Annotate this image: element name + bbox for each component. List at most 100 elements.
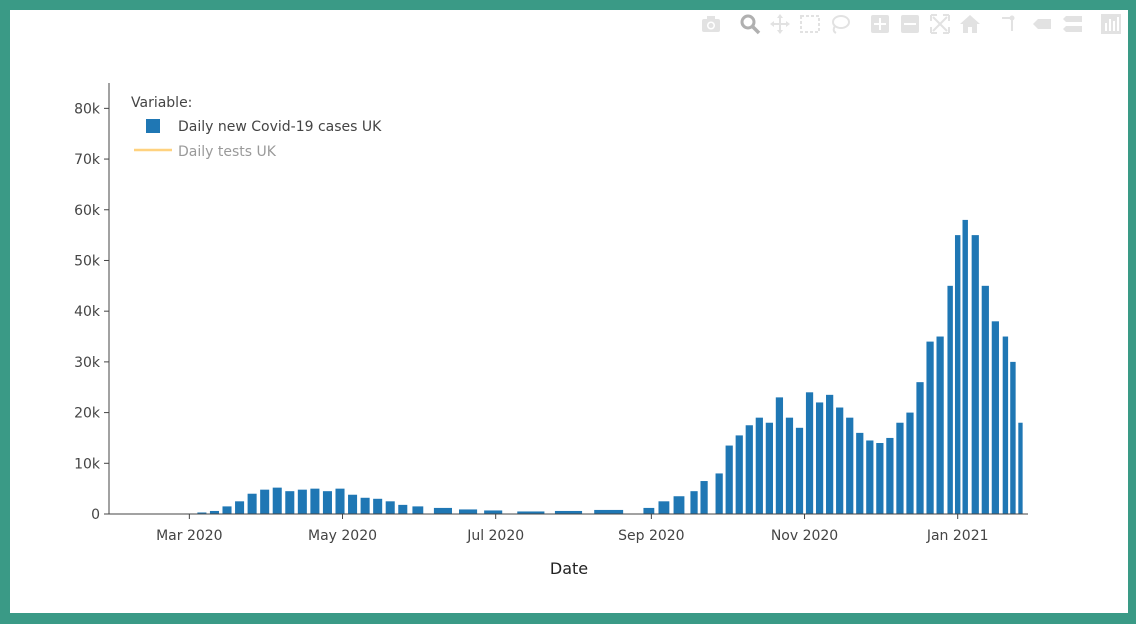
zoom-out-icon[interactable] bbox=[898, 12, 922, 36]
bar-daily-cases[interactable] bbox=[1002, 336, 1009, 514]
bar-daily-cases[interactable] bbox=[971, 235, 979, 514]
bar-daily-cases[interactable] bbox=[222, 506, 232, 514]
bar-daily-cases[interactable] bbox=[594, 509, 624, 514]
lasso-select-icon[interactable] bbox=[828, 12, 852, 36]
y-axis-ticks: 0 10k 20k 30k 40k 50k 60k 70k 80k bbox=[74, 101, 109, 523]
bar-series bbox=[184, 219, 1023, 514]
zoom-in-icon[interactable] bbox=[868, 12, 892, 36]
bar-daily-cases[interactable] bbox=[906, 412, 914, 514]
bar-daily-cases[interactable] bbox=[876, 443, 884, 514]
bar-daily-cases[interactable] bbox=[755, 417, 763, 514]
bar-daily-cases[interactable] bbox=[260, 489, 270, 514]
bar-daily-cases[interactable] bbox=[285, 491, 295, 514]
bar-daily-cases[interactable] bbox=[926, 341, 934, 514]
bar-daily-cases[interactable] bbox=[836, 407, 844, 514]
bar-daily-cases[interactable] bbox=[725, 445, 733, 514]
bar-daily-cases[interactable] bbox=[866, 440, 874, 514]
y-tick-label: 0 bbox=[91, 507, 100, 523]
camera-icon[interactable] bbox=[699, 12, 723, 36]
bar-daily-cases[interactable] bbox=[335, 488, 345, 514]
bar-daily-cases[interactable] bbox=[916, 382, 924, 514]
x-axis-title: Date bbox=[550, 559, 588, 578]
bar-daily-cases[interactable] bbox=[826, 394, 834, 514]
bar-daily-cases[interactable] bbox=[348, 494, 358, 514]
bar-daily-cases[interactable] bbox=[962, 219, 968, 514]
x-tick-label: Mar 2020 bbox=[156, 528, 223, 544]
y-tick-label: 50k bbox=[74, 253, 101, 269]
bar-daily-cases[interactable] bbox=[805, 392, 814, 514]
bar-daily-cases[interactable] bbox=[981, 285, 989, 514]
bar-daily-cases[interactable] bbox=[936, 336, 944, 514]
bar-daily-cases[interactable] bbox=[846, 417, 854, 514]
legend-title: Variable: bbox=[131, 95, 192, 111]
bar-daily-cases[interactable] bbox=[459, 509, 478, 514]
y-tick-label: 30k bbox=[74, 355, 101, 371]
hover-compare-icon[interactable] bbox=[1060, 12, 1084, 36]
bar-daily-cases[interactable] bbox=[247, 493, 257, 514]
x-axis-ticks: Mar 2020 May 2020 Jul 2020 Sep 2020 Nov 2020… bbox=[156, 514, 989, 544]
bar-daily-cases[interactable] bbox=[658, 501, 670, 514]
bar-daily-cases[interactable] bbox=[673, 496, 685, 514]
legend-item-tests[interactable]: Daily tests UK bbox=[134, 144, 277, 160]
bar-daily-cases[interactable] bbox=[991, 321, 999, 514]
autoscale-icon[interactable] bbox=[928, 12, 952, 36]
bar-daily-cases[interactable] bbox=[700, 481, 708, 514]
bar-daily-cases[interactable] bbox=[1010, 361, 1016, 514]
bar-daily-cases[interactable] bbox=[775, 397, 784, 514]
bar-daily-cases[interactable] bbox=[856, 432, 864, 514]
bar-daily-cases[interactable] bbox=[412, 506, 424, 514]
bar-daily-cases[interactable] bbox=[385, 501, 395, 514]
x-tick-label: Nov 2020 bbox=[771, 528, 838, 544]
bar-daily-cases[interactable] bbox=[896, 422, 904, 514]
spike-lines-icon[interactable] bbox=[998, 12, 1022, 36]
bar-daily-cases[interactable] bbox=[272, 487, 282, 514]
x-tick-label: Jul 2020 bbox=[466, 528, 524, 544]
hover-closest-icon[interactable] bbox=[1030, 12, 1054, 36]
y-tick-label: 10k bbox=[74, 456, 101, 472]
bar-daily-cases[interactable] bbox=[373, 498, 383, 514]
bar-daily-cases[interactable] bbox=[554, 510, 583, 514]
x-tick-label: Sep 2020 bbox=[618, 528, 684, 544]
y-tick-label: 20k bbox=[74, 406, 101, 422]
legend-label-cases: Daily new Covid-19 cases UK bbox=[178, 119, 382, 135]
bar-daily-cases[interactable] bbox=[815, 402, 824, 514]
x-tick-label: May 2020 bbox=[308, 528, 377, 544]
bar-daily-cases[interactable] bbox=[433, 507, 452, 514]
legend-label-tests: Daily tests UK bbox=[178, 144, 277, 160]
pan-icon[interactable] bbox=[768, 12, 792, 36]
bar-daily-cases[interactable] bbox=[715, 473, 723, 514]
plotly-logo-icon[interactable] bbox=[1099, 12, 1123, 36]
bar-daily-cases[interactable] bbox=[1018, 422, 1023, 514]
bar-daily-cases[interactable] bbox=[484, 510, 503, 514]
bar-daily-cases[interactable] bbox=[954, 235, 961, 514]
bar-daily-cases[interactable] bbox=[398, 504, 408, 514]
bar-daily-cases[interactable] bbox=[517, 511, 545, 514]
bar-daily-cases[interactable] bbox=[209, 510, 219, 514]
bar-daily-cases[interactable] bbox=[322, 491, 332, 514]
bar-daily-cases[interactable] bbox=[735, 435, 743, 514]
modebar bbox=[0, 0, 1136, 50]
bar-daily-cases[interactable] bbox=[643, 507, 655, 514]
legend: Variable: Daily new Covid-19 cases UK Da… bbox=[131, 95, 382, 160]
bar-daily-cases[interactable] bbox=[690, 491, 698, 514]
legend-item-cases[interactable]: Daily new Covid-19 cases UK bbox=[146, 119, 382, 135]
bar-daily-cases[interactable] bbox=[310, 488, 320, 514]
bar-daily-cases[interactable] bbox=[235, 501, 245, 514]
bar-daily-cases[interactable] bbox=[947, 285, 953, 514]
y-tick-label: 40k bbox=[74, 304, 101, 320]
bar-daily-cases[interactable] bbox=[785, 417, 794, 514]
bar-daily-cases[interactable] bbox=[297, 489, 307, 514]
y-tick-label: 80k bbox=[74, 101, 101, 117]
bar-daily-cases[interactable] bbox=[765, 422, 773, 514]
bar-daily-cases[interactable] bbox=[795, 427, 804, 514]
bar-daily-cases[interactable] bbox=[360, 497, 370, 514]
bar-daily-cases[interactable] bbox=[886, 437, 894, 514]
legend-marker-bar bbox=[146, 119, 160, 133]
zoom-icon[interactable] bbox=[738, 12, 762, 36]
box-select-icon[interactable] bbox=[798, 12, 822, 36]
bar-daily-cases[interactable] bbox=[745, 425, 753, 514]
reset-axes-icon[interactable] bbox=[958, 12, 982, 36]
y-tick-label: 60k bbox=[74, 203, 101, 219]
bar-daily-cases[interactable] bbox=[197, 512, 207, 514]
